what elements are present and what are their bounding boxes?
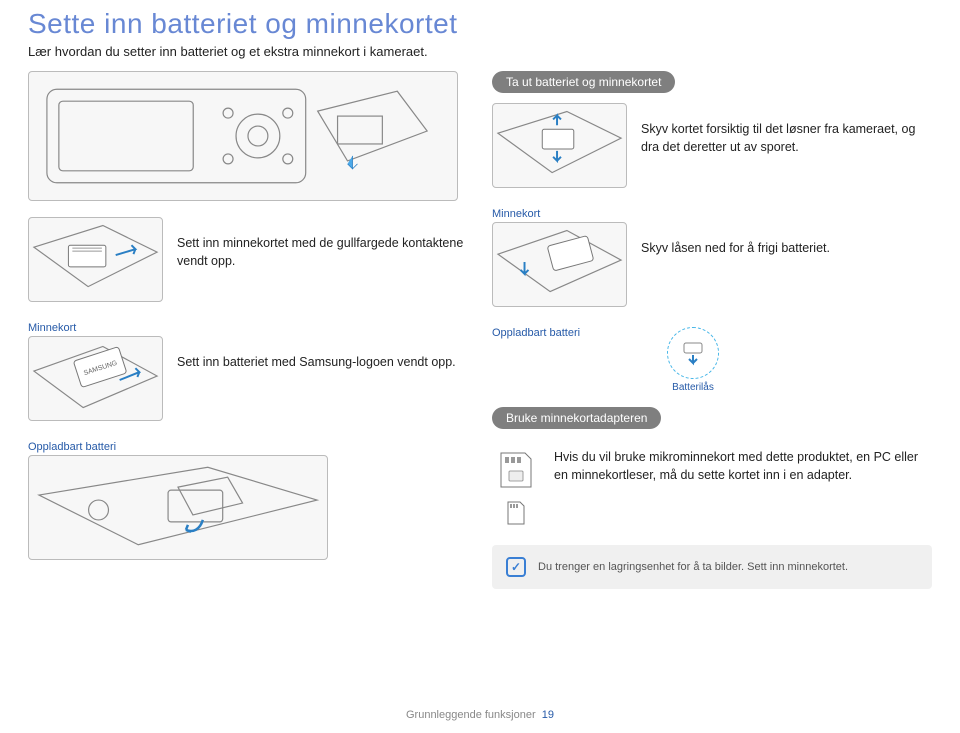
page-subtitle: Lær hvordan du setter inn batteriet og e…	[0, 40, 960, 59]
card-remove-illustration	[492, 103, 627, 188]
section-adapter-pill: Bruke minnekortadapteren	[492, 407, 661, 429]
battery-label-right: Oppladbart batteri	[492, 327, 627, 339]
footer-section: Grunnleggende funksjoner	[406, 709, 536, 721]
sd-adapter-icon	[497, 449, 535, 491]
memory-card-insert-illustration	[28, 217, 163, 302]
lock-caption: Batterilås	[667, 382, 719, 393]
camera-back-illustration	[28, 71, 458, 201]
battery-release-text: Skyv låsen ned for å frigi batteriet.	[641, 222, 932, 258]
memory-insert-text: Sett inn minnekortet med de gullfargede …	[177, 217, 468, 270]
info-text: Du trenger en lagringsenhet for å ta bil…	[538, 561, 848, 573]
row-battery-release: Skyv låsen ned for å frigi batteriet.	[492, 222, 932, 307]
card-remove-text: Skyv kortet forsiktig til det løsner fra…	[641, 103, 932, 156]
camera-bottom-illustration	[28, 455, 328, 560]
page-footer: Grunnleggende funksjoner 19	[0, 709, 960, 721]
battery-insert-text: Sett inn batteriet med Samsung-logoen ve…	[177, 336, 468, 372]
section-remove-pill: Ta ut batteriet og minnekortet	[492, 71, 675, 93]
battery-label-left: Oppladbart batteri	[28, 441, 468, 453]
memory-card-label-right: Minnekort	[492, 208, 932, 220]
adapter-icons	[492, 445, 540, 527]
battery-lock-diagram: Batterilås	[667, 327, 719, 393]
content-columns: Sett inn minnekortet med de gullfargede …	[0, 59, 960, 589]
battery-release-illustration	[492, 222, 627, 307]
microsd-icon	[505, 499, 527, 527]
left-column: Sett inn minnekortet med de gullfargede …	[28, 71, 468, 589]
info-icon: ✓	[506, 557, 526, 577]
adapter-text: Hvis du vil bruke mikrominnekort med det…	[554, 445, 932, 484]
page-title: Sette inn batteriet og minnekortet	[0, 0, 960, 40]
adapter-row: Hvis du vil bruke mikrominnekort med det…	[492, 445, 932, 527]
row-battery-insert: SAMSUNG Sett inn batteriet med Samsung-l…	[28, 336, 468, 421]
lock-circle-icon	[667, 327, 719, 379]
info-box: ✓ Du trenger en lagringsenhet for å ta b…	[492, 545, 932, 589]
footer-page-number: 19	[542, 709, 554, 721]
battery-insert-illustration: SAMSUNG	[28, 336, 163, 421]
memory-card-label: Minnekort	[28, 322, 468, 334]
row-card-remove: Skyv kortet forsiktig til det løsner fra…	[492, 103, 932, 188]
row-memory-insert: Sett inn minnekortet med de gullfargede …	[28, 217, 468, 302]
right-column: Ta ut batteriet og minnekortet Skyv kort…	[492, 71, 932, 589]
